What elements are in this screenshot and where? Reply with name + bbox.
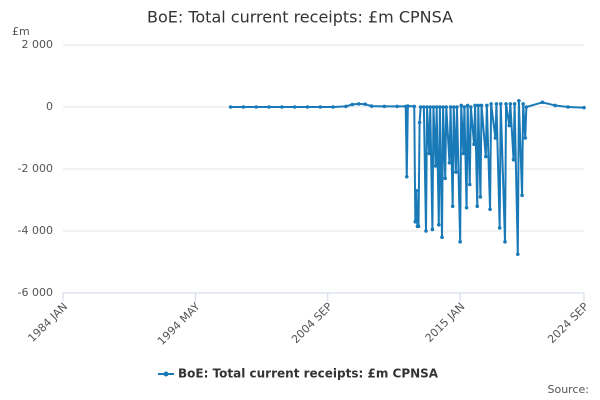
data-point [451, 105, 456, 109]
data-point [450, 204, 455, 208]
data-point [483, 154, 488, 159]
data-point [438, 105, 442, 109]
data-point [416, 224, 421, 229]
data-point [414, 188, 419, 193]
data-point [447, 161, 452, 165]
y-tick-label: 2 000 [22, 38, 54, 51]
legend-marker [163, 371, 169, 377]
data-point [464, 205, 469, 210]
x-tick-label: 2015 JAN [423, 300, 468, 345]
data-point [455, 105, 459, 109]
data-point [424, 229, 428, 233]
data-point [497, 226, 502, 230]
data-point [241, 105, 246, 109]
data-point [418, 105, 423, 109]
data-point [318, 105, 323, 109]
data-point [406, 104, 410, 108]
data-point [511, 157, 516, 162]
data-point [524, 105, 529, 109]
chart-title: BoE: Total current receipts: £m CPNSA [147, 8, 453, 27]
data-point [382, 104, 387, 109]
data-point [498, 102, 503, 106]
source: Source: [548, 383, 590, 396]
data-point [485, 103, 489, 108]
data-point [292, 105, 297, 109]
data-point [412, 104, 417, 109]
data-point [444, 105, 449, 109]
data-point [508, 102, 513, 106]
data-point [254, 105, 259, 109]
data-point [517, 99, 521, 103]
data-point [417, 120, 422, 125]
data-point [425, 105, 429, 109]
data-point [504, 102, 508, 106]
data-point [521, 102, 525, 106]
data-point [413, 219, 418, 224]
data-point [267, 105, 271, 109]
data-point [520, 193, 524, 198]
data-point [494, 102, 499, 106]
data-point [350, 102, 355, 107]
data-point [473, 103, 477, 108]
data-point [478, 195, 483, 199]
y-tick-label: -6 000 [18, 286, 53, 299]
data-point [441, 105, 445, 109]
data-point [465, 103, 470, 108]
data-point [507, 123, 512, 128]
data-point [427, 151, 431, 156]
data-point [489, 102, 493, 106]
data-point [280, 105, 284, 109]
data-point [458, 240, 462, 244]
data-point [428, 105, 433, 109]
data-point [434, 105, 439, 109]
x-tick-label: 1984 JAN [25, 300, 70, 345]
data-point [540, 100, 545, 105]
y-tick-label: -2 000 [18, 162, 53, 175]
data-point [305, 105, 310, 109]
y-tick-label: 0 [46, 100, 53, 113]
data-point [454, 170, 458, 174]
data-point [479, 103, 484, 108]
data-point [503, 240, 507, 244]
data-point [404, 174, 409, 179]
data-point [459, 103, 464, 108]
data-point [475, 204, 480, 208]
data-point [582, 105, 586, 110]
x-tick-label: 2024 SEP [545, 300, 591, 346]
data-point [356, 102, 361, 106]
data-point [443, 176, 448, 181]
data-point [440, 235, 444, 239]
data-point [437, 223, 441, 227]
data-point [493, 136, 498, 140]
data-point [553, 103, 557, 108]
data-point [523, 136, 528, 140]
data-point [512, 102, 517, 106]
data-point [395, 104, 399, 109]
y-tick-label: -4 000 [18, 224, 53, 237]
data-point [344, 104, 348, 109]
data-point [331, 105, 335, 109]
data-point [369, 104, 374, 108]
x-tick-label: 1994 MAY [155, 300, 203, 348]
data-point [422, 105, 426, 109]
data-point [469, 105, 473, 109]
data-point [488, 207, 492, 212]
data-point [431, 105, 436, 109]
data-point [472, 142, 476, 146]
data-point [467, 182, 472, 187]
data-point [476, 103, 481, 108]
data-point [448, 105, 453, 109]
data-point [461, 151, 466, 156]
data-point [516, 252, 520, 257]
data-point [363, 102, 367, 107]
data-point [566, 105, 570, 109]
data-point [462, 105, 467, 109]
data-point [433, 164, 438, 168]
y-unit-label: £m [12, 25, 30, 38]
x-tick-label: 2004 SEP [289, 300, 335, 346]
data-point [228, 105, 233, 109]
data-point [430, 227, 435, 232]
legend-label: BoE: Total current receipts: £m CPNSA [178, 367, 439, 381]
